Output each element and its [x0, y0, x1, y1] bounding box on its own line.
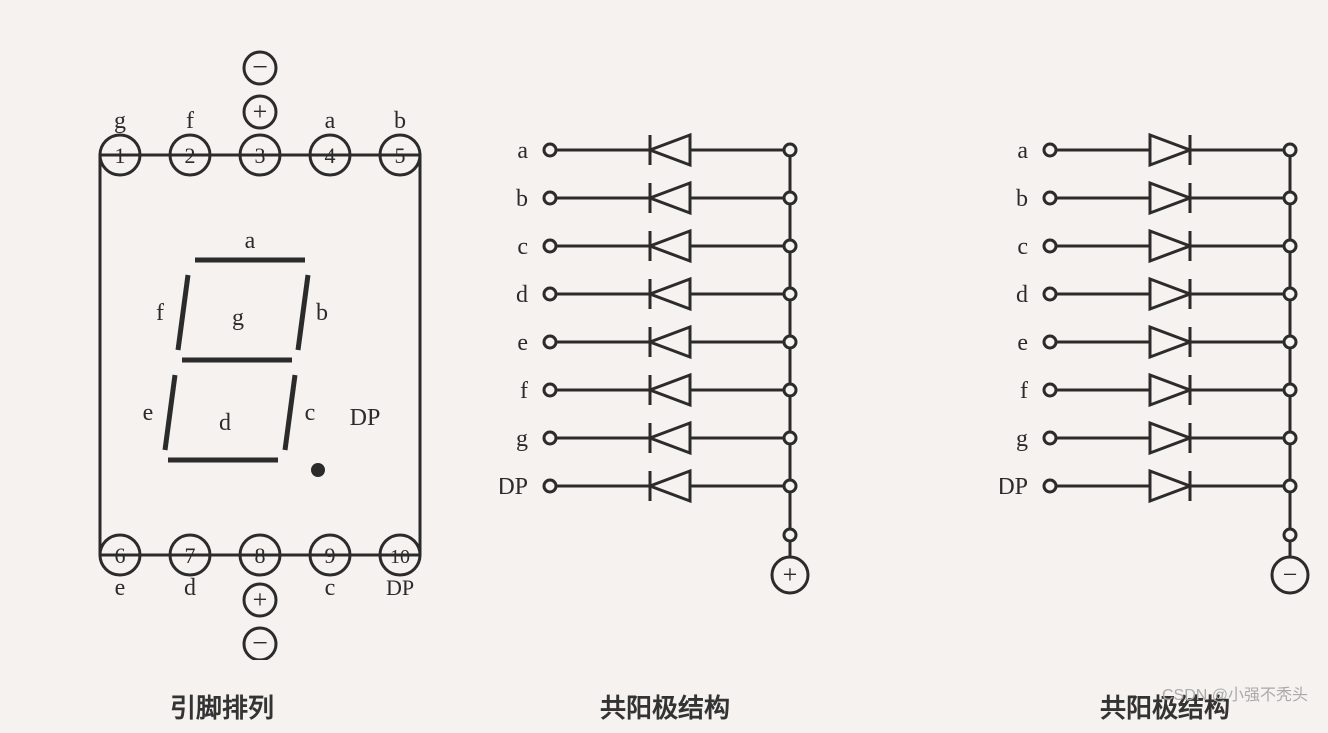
- pin-num: 5: [395, 143, 406, 168]
- diode-row: c: [1017, 231, 1296, 261]
- polarity-minus: −: [252, 52, 268, 83]
- diode-row: f: [520, 375, 796, 405]
- diode-row: d: [516, 279, 796, 309]
- pin-label: a: [325, 108, 336, 134]
- svg-text:g: g: [516, 426, 528, 452]
- common-symbol: +: [783, 560, 798, 589]
- pin-label: b: [394, 108, 406, 134]
- svg-text:f: f: [520, 378, 528, 404]
- pinout-diagram: 1 g 2 f 3 + − 4 a 5 b: [60, 20, 480, 660]
- diode-row: g: [516, 423, 796, 453]
- pin-num: 3: [255, 143, 266, 168]
- svg-text:d: d: [219, 410, 231, 436]
- svg-text:b: b: [1016, 186, 1028, 212]
- pin-label: f: [186, 108, 194, 134]
- pin-num: 6: [115, 543, 126, 568]
- pin-num: 4: [325, 143, 336, 168]
- diode-row: f: [1020, 375, 1296, 405]
- polarity-minus: −: [252, 628, 268, 659]
- svg-text:e: e: [143, 400, 154, 426]
- pin-label: e: [115, 575, 126, 601]
- svg-text:e: e: [517, 330, 528, 356]
- diode-row: g: [1016, 423, 1296, 453]
- common-anode-circuit: + abcdefg DP: [500, 100, 860, 660]
- svg-text:d: d: [1016, 282, 1028, 308]
- svg-text:a: a: [517, 138, 528, 164]
- svg-text:c: c: [305, 400, 316, 426]
- pin-num: 10: [390, 546, 410, 568]
- svg-text:DP: DP: [350, 405, 381, 431]
- diode-row: b: [516, 183, 796, 213]
- diode-row: e: [1017, 327, 1296, 357]
- common-cathode-circuit: − abcdefg DP: [1000, 100, 1328, 660]
- pin-num: 8: [255, 543, 266, 568]
- top-pins: 1 g 2 f 3 + − 4 a 5 b: [100, 52, 420, 175]
- pin-num: 7: [185, 543, 196, 568]
- caption-pinout: 引脚排列: [170, 688, 274, 725]
- pin-num: 9: [325, 543, 336, 568]
- caption-anode: 共阳极结构: [600, 688, 730, 725]
- diode-row: a: [1017, 135, 1296, 165]
- svg-text:a: a: [1017, 138, 1028, 164]
- pin-label: g: [114, 108, 126, 134]
- svg-text:c: c: [1017, 234, 1028, 260]
- svg-text:g: g: [1016, 426, 1028, 452]
- diode-row: DP: [1000, 471, 1296, 501]
- pin-num: 2: [185, 143, 196, 168]
- polarity-plus: +: [253, 97, 268, 126]
- diode-row: a: [517, 135, 796, 165]
- polarity-plus: +: [253, 585, 268, 614]
- bottom-pins: 6 e 7 d 8 + − 9 c 10 DP: [100, 535, 420, 660]
- diode-row: DP: [500, 471, 796, 501]
- svg-text:DP: DP: [1000, 474, 1028, 500]
- pin-label: d: [184, 575, 196, 601]
- svg-text:g: g: [232, 305, 244, 331]
- diode-row: d: [1016, 279, 1296, 309]
- svg-text:c: c: [517, 234, 528, 260]
- pin-num: 1: [115, 143, 126, 168]
- svg-text:DP: DP: [500, 474, 528, 500]
- pin-label: c: [325, 575, 336, 601]
- seven-segment: a f b g e c d DP: [143, 228, 381, 477]
- diode-row: b: [1016, 183, 1296, 213]
- svg-text:b: b: [316, 300, 328, 326]
- svg-text:d: d: [516, 282, 528, 308]
- common-symbol: −: [1283, 560, 1298, 589]
- pin-label: DP: [386, 575, 414, 600]
- svg-text:f: f: [1020, 378, 1028, 404]
- svg-text:a: a: [245, 228, 256, 254]
- svg-text:b: b: [516, 186, 528, 212]
- diode-row: c: [517, 231, 796, 261]
- watermark: CSDN @小强不秃头: [1162, 681, 1308, 705]
- diode-row: e: [517, 327, 796, 357]
- svg-text:f: f: [156, 300, 164, 326]
- svg-text:e: e: [1017, 330, 1028, 356]
